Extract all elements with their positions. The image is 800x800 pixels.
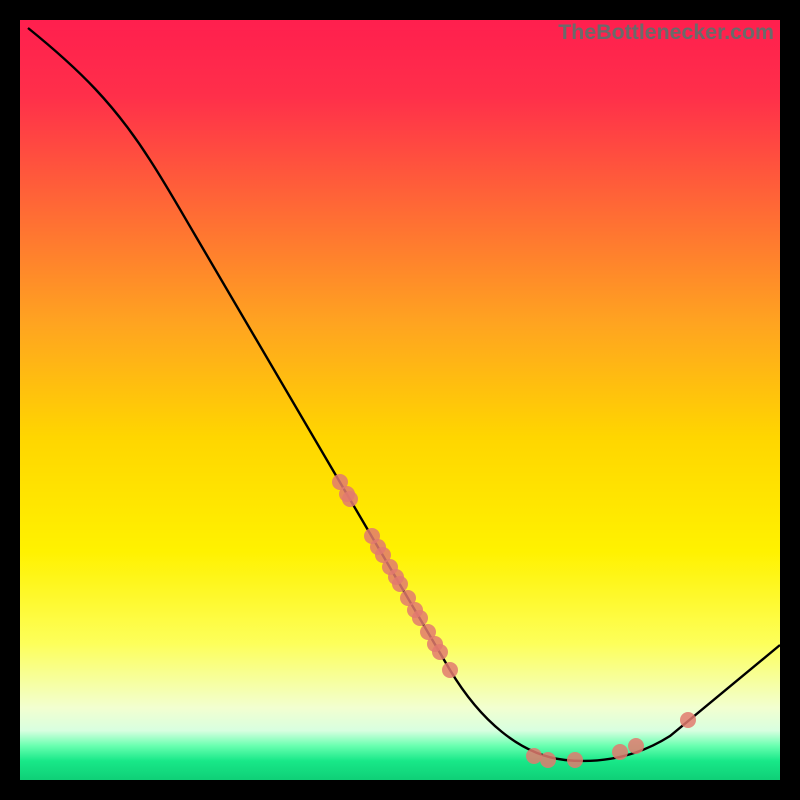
chart-background <box>20 20 780 780</box>
scatter-point <box>567 752 583 768</box>
scatter-point <box>540 752 556 768</box>
scatter-point <box>628 738 644 754</box>
chart-frame: TheBottlenecker.com <box>20 20 780 780</box>
scatter-point <box>392 576 408 592</box>
scatter-point <box>526 748 542 764</box>
scatter-point <box>680 712 696 728</box>
scatter-point <box>612 744 628 760</box>
scatter-point <box>412 610 428 626</box>
scatter-point <box>432 644 448 660</box>
scatter-point <box>342 491 358 507</box>
scatter-point <box>442 662 458 678</box>
bottleneck-chart <box>20 20 780 780</box>
watermark-text: TheBottlenecker.com <box>558 20 774 45</box>
